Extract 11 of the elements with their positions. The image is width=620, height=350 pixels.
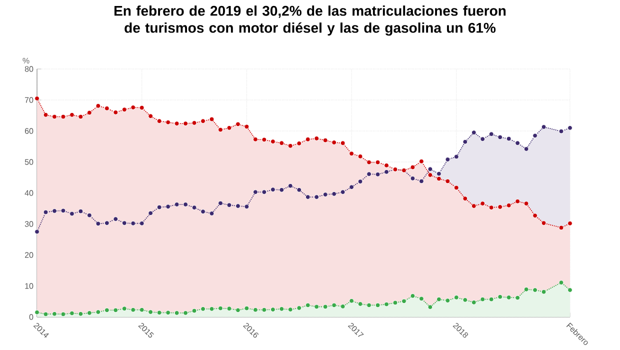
y-tick-label: 50: [24, 159, 34, 165]
y-tick-label: 0: [29, 314, 34, 320]
y-tick-label: 60: [24, 128, 34, 134]
y-tick-label: 30: [24, 221, 34, 227]
y-tick-label: 40: [24, 190, 34, 196]
y-tick-label: 10: [25, 283, 34, 289]
y-tick-label: 80: [24, 66, 34, 72]
y-axis-title: %: [22, 58, 30, 64]
y-tick-label: 70: [24, 97, 34, 103]
chart-title: En febrero de 2019 el 30,2% de las matriculaciones fueron de turismos con motor diésel y las de gasolina un 61%: [114, 6, 506, 36]
y-tick-label: 20: [24, 252, 34, 258]
